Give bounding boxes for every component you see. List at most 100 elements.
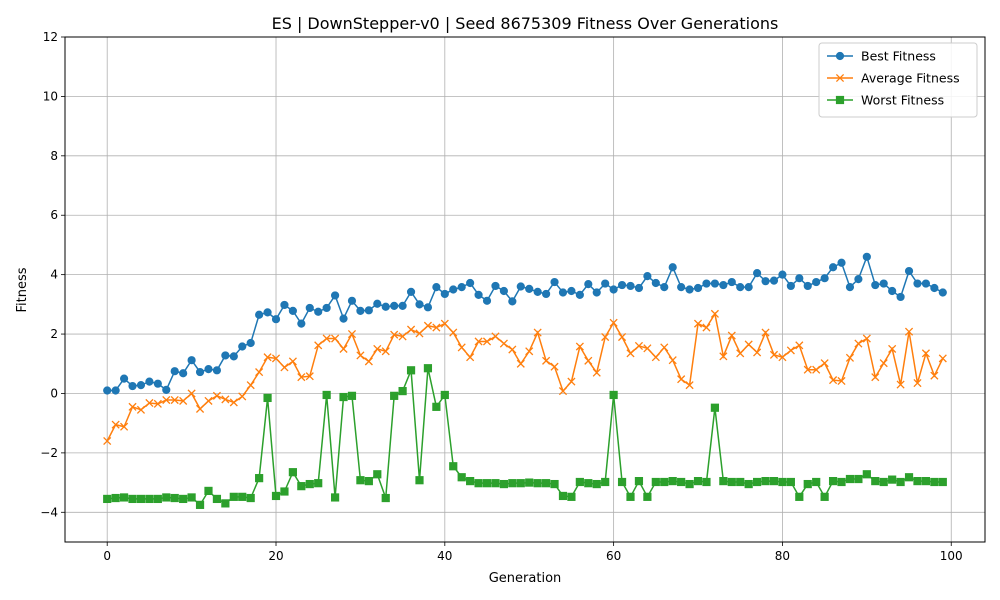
best-fitness-point xyxy=(769,276,779,285)
average-fitness-point xyxy=(786,346,795,355)
average-fitness-point xyxy=(381,347,390,356)
average-fitness-point xyxy=(938,354,947,363)
best-fitness-point xyxy=(668,263,677,272)
best-fitness-point xyxy=(685,285,694,294)
best-fitness-point xyxy=(398,301,407,310)
best-fitness-point xyxy=(322,303,331,313)
average-fitness-point xyxy=(212,391,221,400)
average-fitness-point xyxy=(331,334,340,343)
best-fitness-point xyxy=(803,281,812,291)
worst-fitness-point xyxy=(525,478,534,487)
worst-fitness-point xyxy=(499,479,508,489)
worst-fitness-point xyxy=(339,392,348,402)
average-fitness-point xyxy=(778,353,787,362)
worst-fitness-point xyxy=(719,477,728,486)
worst-fitness-point xyxy=(187,493,196,502)
average-fitness-point xyxy=(584,356,593,365)
worst-fitness-point xyxy=(820,492,829,501)
worst-fitness-point xyxy=(347,391,357,400)
average-fitness-point xyxy=(533,328,542,337)
worst-fitness-point xyxy=(609,390,618,400)
best-fitness-point xyxy=(271,315,281,324)
average-fitness-point xyxy=(634,341,644,351)
x-tick-label: 100 xyxy=(940,549,963,563)
average-fitness-point xyxy=(120,422,129,431)
chart-title: ES | DownStepper-v0 | Seed 8675309 Fitne… xyxy=(272,14,779,33)
best-fitness-point xyxy=(584,280,593,289)
average-fitness-point xyxy=(575,342,584,351)
best-fitness-point xyxy=(938,288,947,297)
average-fitness-point xyxy=(567,377,576,386)
average-fitness-legend-marker xyxy=(835,73,845,83)
average-fitness-point xyxy=(609,318,618,327)
best-fitness-point xyxy=(111,386,120,395)
worst-fitness-point xyxy=(305,479,314,489)
best-fitness-point xyxy=(744,283,753,292)
worst-fitness-point xyxy=(432,402,441,411)
average-fitness-point xyxy=(812,365,821,374)
best-fitness-point xyxy=(246,338,255,348)
average-fitness-point xyxy=(651,353,660,362)
worst-fitness-point xyxy=(364,477,373,486)
best-fitness-point xyxy=(592,288,601,297)
average-fitness-point xyxy=(255,368,264,377)
worst-fitness-point xyxy=(440,390,449,400)
best-fitness-point xyxy=(558,288,568,297)
best-fitness-point xyxy=(525,284,534,294)
average-fitness-point xyxy=(845,353,855,362)
worst-fitness-point xyxy=(710,403,720,412)
y-tick-label: 8 xyxy=(50,149,58,163)
worst-fitness-point xyxy=(297,482,306,491)
average-fitness-point xyxy=(162,395,171,405)
best-fitness-point xyxy=(575,290,584,299)
y-axis-label: Fitness xyxy=(15,267,30,312)
average-fitness-point xyxy=(626,349,635,358)
best-fitness-point xyxy=(482,296,492,305)
average-fitness-point xyxy=(769,350,779,359)
worst-fitness-point xyxy=(812,477,821,487)
worst-fitness-point xyxy=(390,391,399,400)
best-fitness-point xyxy=(406,287,416,296)
worst-fitness-point xyxy=(136,494,146,504)
worst-fitness-point xyxy=(466,477,475,486)
best-fitness-point xyxy=(195,367,205,377)
legend-box xyxy=(818,42,978,118)
worst-fitness-point xyxy=(314,479,323,488)
best-fitness-point xyxy=(871,280,880,290)
worst-fitness-point xyxy=(904,473,914,482)
worst-fitness-point xyxy=(930,477,939,487)
best-fitness-legend-label: Best Fitness xyxy=(861,49,936,64)
worst-fitness-point xyxy=(854,474,863,484)
average-fitness-point xyxy=(542,356,551,365)
worst-fitness-point xyxy=(542,479,551,488)
worst-fitness-point xyxy=(575,477,584,487)
worst-fitness-point xyxy=(280,487,289,496)
average-fitness-point xyxy=(668,356,677,365)
average-fitness-point xyxy=(474,337,483,346)
best-fitness-point xyxy=(854,275,863,284)
average-fitness-point xyxy=(499,339,508,348)
worst-fitness-point xyxy=(727,477,736,487)
best-fitness-point xyxy=(660,283,669,292)
x-tick-label: 0 xyxy=(103,549,111,563)
best-fitness-point xyxy=(896,292,905,302)
best-fitness-point xyxy=(162,385,171,395)
worst-fitness-point xyxy=(558,491,568,501)
best-fitness-point xyxy=(710,279,720,288)
best-fitness-point xyxy=(820,274,829,283)
worst-fitness-point xyxy=(162,493,171,502)
worst-fitness-legend-label: Worst Fitness xyxy=(861,93,944,108)
best-fitness-point xyxy=(119,374,129,383)
best-fitness-point xyxy=(508,297,517,306)
average-fitness-point xyxy=(930,371,939,380)
average-fitness-line xyxy=(106,311,944,442)
average-fitness-point xyxy=(744,340,753,349)
worst-fitness-point xyxy=(769,477,779,486)
worst-fitness-point xyxy=(128,494,137,504)
worst-fitness-point xyxy=(533,479,542,488)
average-fitness-point xyxy=(457,343,466,352)
best-fitness-series xyxy=(103,252,947,395)
average-fitness-point xyxy=(314,341,323,350)
average-fitness-point xyxy=(558,387,568,396)
worst-fitness-point xyxy=(406,366,416,375)
